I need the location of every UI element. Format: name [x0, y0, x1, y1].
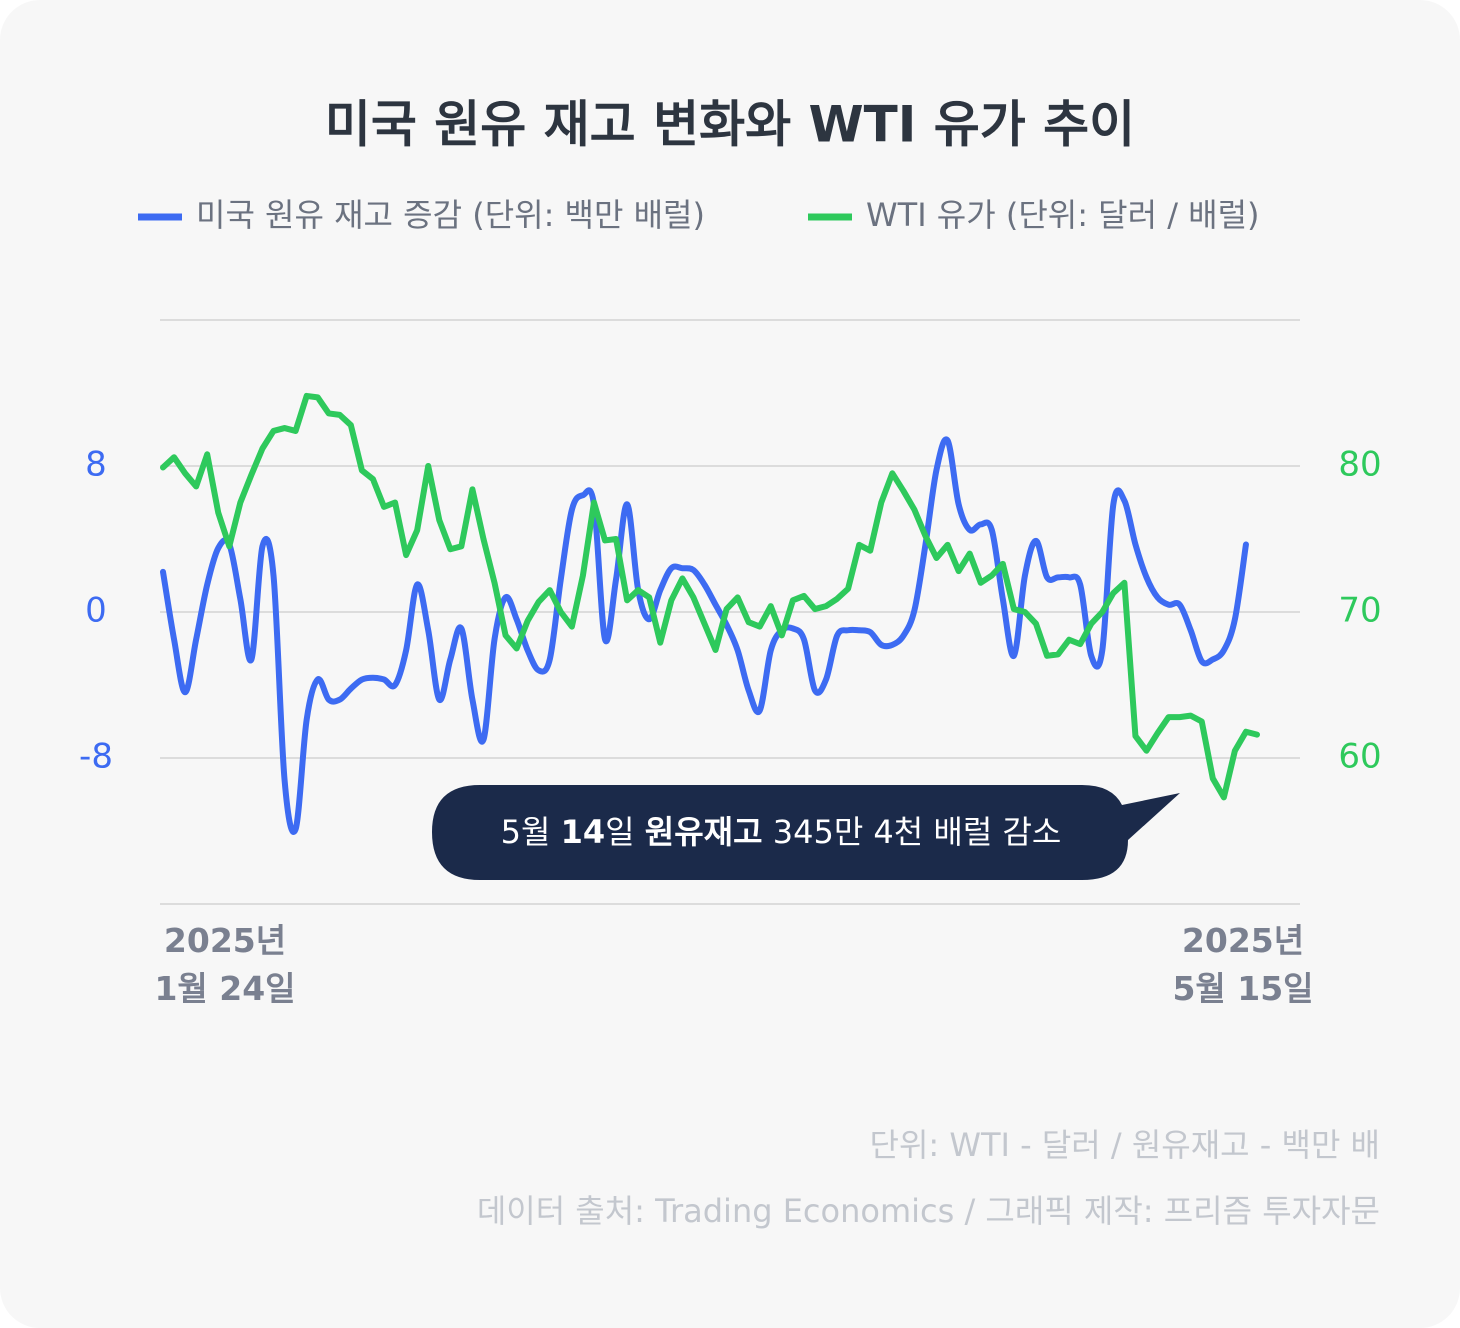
annotation-text: 5월 14일 원유재고 345만 4천 배럴 감소	[501, 813, 1062, 851]
y-tick-label: 8	[85, 445, 107, 485]
x-tick-label: 2025년 5월 15일	[1172, 921, 1313, 1008]
lines	[160, 392, 1260, 835]
y-tick-label: 0	[85, 591, 107, 631]
annotation-part: 14	[561, 813, 606, 851]
y-tick-label: -8	[79, 737, 113, 777]
annotation-bubble	[432, 785, 1180, 880]
y2-tick-label: 60	[1338, 737, 1381, 777]
x-tick-label: 2025년 1월 24일	[154, 921, 295, 1008]
annotation: 5월 14일 원유재고 345만 4천 배럴 감소	[432, 785, 1180, 880]
footnote: 데이터 출처: Trading Economics / 그래픽 제작: 프리즘 …	[477, 1192, 1380, 1230]
grid	[160, 465, 1300, 759]
footnote: 단위: WTI - 달러 / 원유재고 - 백만 배	[870, 1126, 1381, 1164]
annotation-part: 일	[605, 813, 645, 851]
annotation-part: 5월	[501, 813, 561, 851]
series-line	[160, 436, 1249, 835]
y2-tick-label: 70	[1338, 591, 1381, 631]
legend-label: WTI 유가 (단위: 달러 / 배럴)	[866, 196, 1260, 234]
legend-label: 미국 원유 재고 증감 (단위: 백만 배럴)	[196, 196, 705, 234]
y2-tick-label: 80	[1338, 445, 1381, 485]
annotation-part: 원유재고	[645, 813, 763, 851]
annotation-part: 345만 4천 배럴 감소	[763, 813, 1062, 851]
series-line	[160, 392, 1260, 801]
chart-title: 미국 원유 재고 변화와 WTI 유가 추이	[325, 96, 1135, 154]
